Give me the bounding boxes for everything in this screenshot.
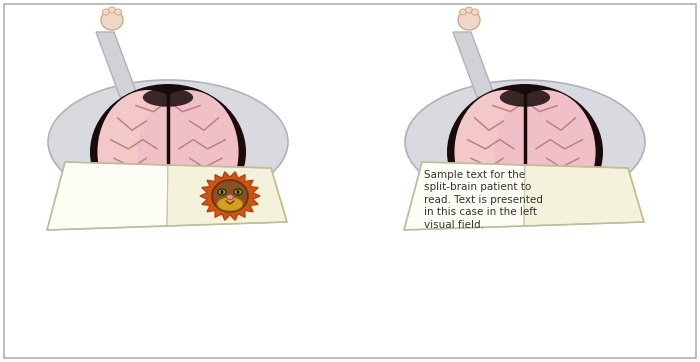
Ellipse shape <box>212 180 248 212</box>
Ellipse shape <box>101 10 123 30</box>
Ellipse shape <box>495 90 596 214</box>
Ellipse shape <box>500 197 550 216</box>
Ellipse shape <box>143 88 193 107</box>
Polygon shape <box>453 32 495 97</box>
Ellipse shape <box>218 189 226 195</box>
Ellipse shape <box>500 88 550 107</box>
Polygon shape <box>524 165 644 226</box>
Polygon shape <box>404 162 525 230</box>
Ellipse shape <box>472 9 479 15</box>
Ellipse shape <box>454 90 555 214</box>
Ellipse shape <box>220 190 223 194</box>
Ellipse shape <box>138 90 239 214</box>
Ellipse shape <box>447 84 603 220</box>
Polygon shape <box>96 32 138 97</box>
Ellipse shape <box>227 194 234 199</box>
Ellipse shape <box>90 84 246 220</box>
Polygon shape <box>200 172 260 220</box>
Ellipse shape <box>102 9 109 15</box>
Ellipse shape <box>237 190 239 194</box>
Ellipse shape <box>115 9 122 15</box>
Ellipse shape <box>108 7 116 13</box>
Ellipse shape <box>405 80 645 204</box>
Ellipse shape <box>234 189 242 195</box>
Ellipse shape <box>97 90 198 214</box>
Ellipse shape <box>459 9 466 15</box>
Polygon shape <box>167 165 287 226</box>
Ellipse shape <box>217 197 243 211</box>
Ellipse shape <box>143 197 193 216</box>
Ellipse shape <box>458 10 480 30</box>
Text: Sample text for the
split-brain patient to
read. Text is presented
in this case : Sample text for the split-brain patient … <box>424 170 543 230</box>
Ellipse shape <box>466 7 472 13</box>
Ellipse shape <box>48 80 288 204</box>
Polygon shape <box>47 162 168 230</box>
